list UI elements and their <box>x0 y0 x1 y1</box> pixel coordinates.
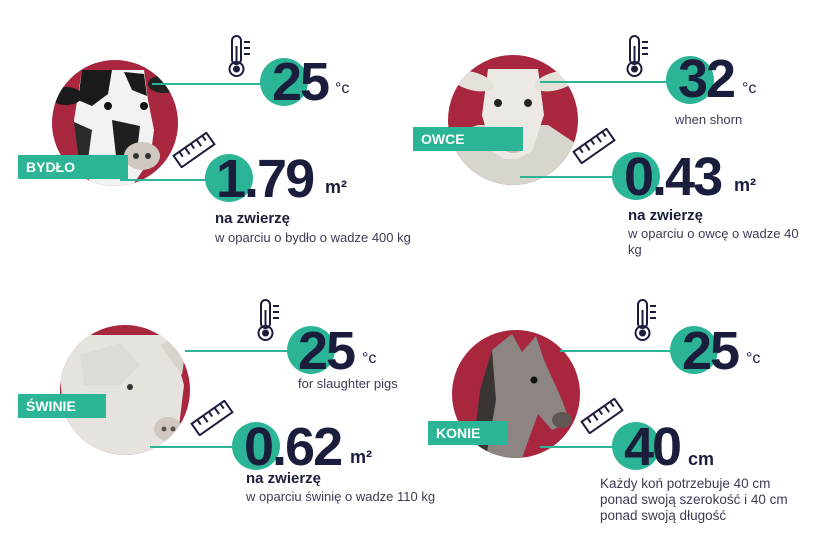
horses-area-value: 40 <box>624 417 682 477</box>
ruler-icon <box>572 128 616 164</box>
sheep-image <box>448 69 578 185</box>
sheep-temperature-connector <box>540 81 670 83</box>
cattle-temperature-dot <box>260 58 308 106</box>
ruler-icon <box>172 132 216 168</box>
pig-image <box>60 333 188 455</box>
pigs-temperature-value: 25 <box>298 321 356 381</box>
pigs-area-value: 0.62 <box>244 417 343 477</box>
horses-area-note: Każdy koń potrzebuje 40 cm ponad swoją s… <box>600 476 788 523</box>
sheep-photo-circle <box>448 55 578 185</box>
thermometer-icon <box>624 34 650 78</box>
pigs-area-caption: na zwierzę <box>246 470 322 487</box>
cattle-area-note: w oparciu o bydło o wadze 400 kg <box>215 230 411 245</box>
sheep-temperature-unit: °c <box>742 80 757 97</box>
cattle-temperature-unit: °c <box>335 80 350 97</box>
sheep-area-dot <box>612 152 660 200</box>
cattle-temperature-value: 25 <box>272 52 330 112</box>
horses-label: KONIE <box>428 421 508 445</box>
thermometer-icon <box>255 298 281 342</box>
horses-area-unit: cm <box>688 449 715 469</box>
horses-area-dot <box>612 422 660 470</box>
cattle-area-dot <box>205 154 253 202</box>
cattle-area-value: 1.79 <box>216 149 315 209</box>
sheep-area-value: 0.43 <box>624 147 723 207</box>
cattle-temperature-connector <box>152 83 262 85</box>
ruler-icon <box>190 400 234 436</box>
pigs-area-note: w oparciu świnię o wadze 110 kg <box>246 489 436 504</box>
pigs-photo-circle <box>60 325 190 455</box>
pigs-temperature-connector <box>185 350 295 352</box>
sheep-area-caption: na zwierzę <box>628 207 704 224</box>
sheep-temperature-value: 32 <box>678 49 736 109</box>
pigs-temperature-note: for slaughter pigs <box>298 376 398 391</box>
horses-temperature-value: 25 <box>682 321 740 381</box>
pigs-temperature-dot <box>287 326 335 374</box>
horses-temperature-connector <box>560 350 682 352</box>
sheep-temperature-note: when shorn <box>675 112 743 127</box>
sheep-label: OWCE <box>413 127 523 151</box>
sheep-area-unit: m² <box>734 175 756 195</box>
thermometer-icon <box>632 298 658 342</box>
cattle-area-caption: na zwierzę <box>215 210 291 227</box>
cattle-area-unit: m² <box>325 177 347 197</box>
ruler-icon <box>580 398 624 434</box>
pigs-area-connector <box>150 446 245 448</box>
cattle-area-connector <box>120 179 230 181</box>
pigs-area-unit: m² <box>350 447 372 467</box>
pigs-label: ŚWINIE <box>18 394 106 418</box>
sheep-temperature-dot <box>666 56 714 104</box>
horses-temperature-dot <box>670 326 718 374</box>
sheep-area-connector <box>520 176 630 178</box>
horses-area-connector <box>540 446 620 448</box>
pigs-temperature-unit: °c <box>362 350 377 367</box>
cattle-label: BYDŁO <box>18 155 128 179</box>
sheep-area-note: w oparciu o owcę o wadze 40 kg <box>628 226 799 257</box>
thermometer-icon <box>226 34 252 78</box>
pigs-area-dot <box>232 422 280 470</box>
horses-temperature-unit: °c <box>746 350 761 367</box>
